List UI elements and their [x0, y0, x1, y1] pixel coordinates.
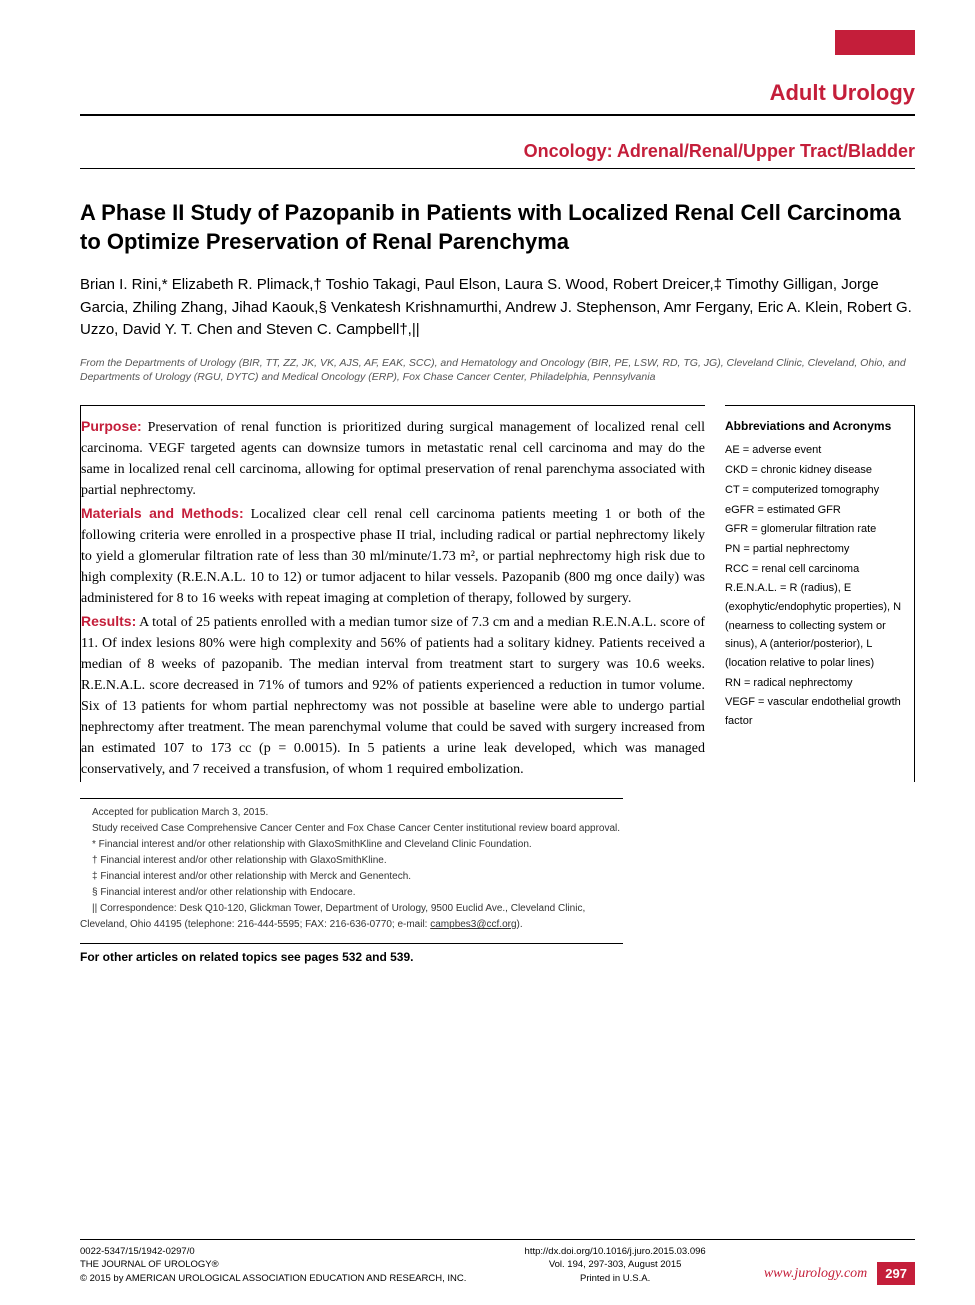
purpose-text: Preservation of renal function is priori… [81, 420, 705, 498]
footer-doi: http://dx.doi.org/10.1016/j.juro.2015.03… [525, 1245, 706, 1258]
abbreviation-item: eGFR = estimated GFR [725, 501, 906, 520]
page-number: 297 [877, 1262, 915, 1285]
abbreviation-item: CT = computerized tomography [725, 481, 906, 500]
abstract-column: Purpose: Preservation of renal function … [80, 405, 705, 782]
abbreviation-list: AE = adverse eventCKD = chronic kidney d… [725, 441, 906, 730]
abbreviation-item: VEGF = vascular endothelial growth facto… [725, 693, 906, 730]
abbreviation-item: CKD = chronic kidney disease [725, 461, 906, 480]
affiliation: From the Departments of Urology (BIR, TT… [80, 356, 915, 385]
footnote-line: ‡ Financial interest and/or other relati… [80, 869, 623, 885]
page-footer: 0022-5347/15/1942-0297/0 THE JOURNAL OF … [80, 1239, 915, 1285]
subsection-header: Oncology: Adrenal/Renal/Upper Tract/Blad… [80, 141, 915, 162]
footnote-line: § Financial interest and/or other relati… [80, 885, 623, 901]
abbreviation-item: RN = radical nephrectomy [725, 674, 906, 693]
footer-issn: 0022-5347/15/1942-0297/0 [80, 1245, 466, 1258]
content-row: Purpose: Preservation of renal function … [80, 405, 915, 782]
methods-label: Materials and Methods: [81, 505, 244, 521]
correspondence-suffix: ). [517, 919, 523, 930]
footer-copyright: © 2015 by AMERICAN UROLOGICAL ASSOCIATIO… [80, 1272, 466, 1285]
author-list: Brian I. Rini,* Elizabeth R. Plimack,† T… [80, 274, 915, 342]
sidebar-title: Abbreviations and Acronyms [725, 416, 906, 436]
section-underline [80, 114, 915, 116]
footer-right: www.jurology.com 297 [764, 1262, 915, 1285]
footer-center: http://dx.doi.org/10.1016/j.juro.2015.03… [525, 1245, 706, 1285]
results-text: A total of 25 patients enrolled with a m… [81, 615, 705, 777]
footnote-line: Accepted for publication March 3, 2015. [80, 805, 623, 821]
footnote-line: * Financial interest and/or other relati… [80, 837, 623, 853]
subsection-underline [80, 168, 915, 169]
footnote-line: Study received Case Comprehensive Cancer… [80, 821, 623, 837]
article-title: A Phase II Study of Pazopanib in Patient… [80, 199, 915, 256]
abbreviation-item: GFR = glomerular filtration rate [725, 520, 906, 539]
footer-volume: Vol. 194, 297-303, August 2015 [525, 1258, 706, 1271]
methods-text: Localized clear cell renal cell carcinom… [81, 507, 705, 606]
abbreviation-item: AE = adverse event [725, 441, 906, 460]
correspondence-email[interactable]: campbes3@ccf.org [430, 919, 516, 930]
purpose-label: Purpose: [81, 418, 142, 434]
abbreviations-sidebar: Abbreviations and Acronyms AE = adverse … [725, 405, 915, 782]
footnote-line: † Financial interest and/or other relati… [80, 853, 623, 869]
footer-journal: THE JOURNAL OF UROLOGY® [80, 1258, 466, 1271]
footnotes: Accepted for publication March 3, 2015.S… [80, 798, 623, 933]
footer-left: 0022-5347/15/1942-0297/0 THE JOURNAL OF … [80, 1245, 466, 1285]
accent-bar [835, 30, 915, 55]
correspondence-footnote: || Correspondence: Desk Q10-120, Glickma… [80, 901, 623, 933]
related-articles: For other articles on related topics see… [80, 943, 623, 964]
abbreviation-item: PN = partial nephrectomy [725, 540, 906, 559]
journal-url[interactable]: www.jurology.com [764, 1266, 867, 1282]
abbreviation-item: RCC = renal cell carcinoma [725, 560, 906, 579]
section-header: Adult Urology [80, 80, 915, 106]
footer-printed: Printed in U.S.A. [525, 1272, 706, 1285]
results-label: Results: [81, 613, 136, 629]
abbreviation-item: R.E.N.A.L. = R (radius), E (exophytic/en… [725, 579, 906, 672]
